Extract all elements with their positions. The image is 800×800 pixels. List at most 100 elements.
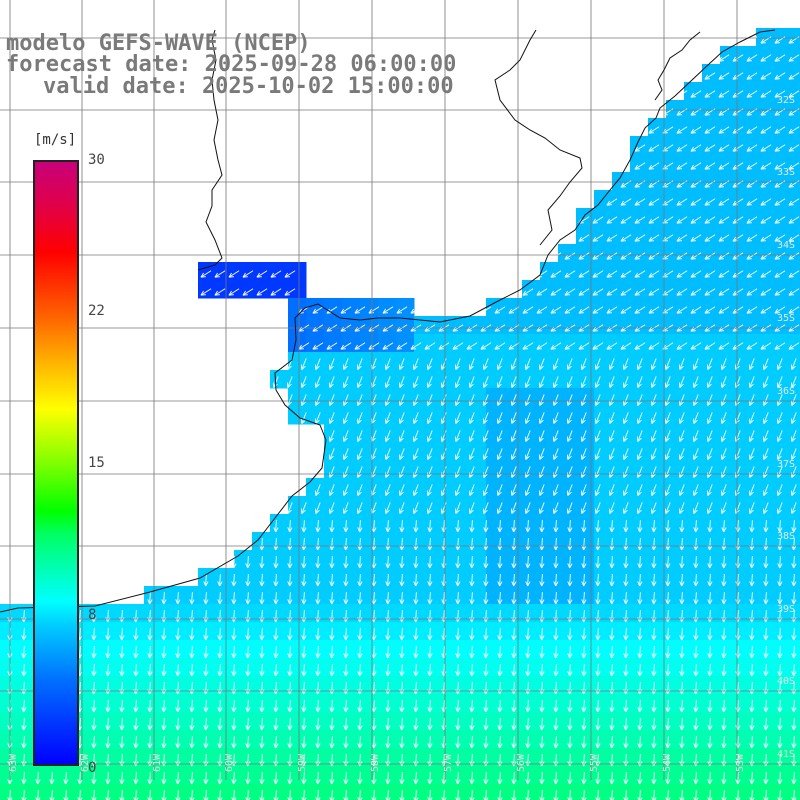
speed-cell (702, 244, 721, 263)
speed-cell (378, 784, 397, 800)
speed-cell (180, 712, 199, 731)
speed-cell (144, 730, 163, 749)
speed-cell (648, 568, 667, 587)
speed-cell (486, 352, 505, 371)
speed-cell (612, 478, 631, 497)
speed-cell (522, 496, 541, 515)
speed-cell (756, 334, 775, 353)
wind-arrow (480, 306, 492, 314)
speed-cell (522, 388, 541, 407)
speed-cell (378, 352, 397, 371)
speed-cell (792, 712, 800, 731)
speed-cell (432, 406, 451, 425)
speed-cell (774, 298, 793, 317)
wind-arrow (704, 342, 716, 350)
wind-arrow (676, 90, 688, 98)
speed-cell (666, 280, 685, 299)
speed-cell (558, 550, 577, 569)
speed-cell (648, 622, 667, 641)
speed-cell (432, 712, 451, 731)
speed-cell (720, 496, 739, 515)
speed-cell (324, 694, 343, 713)
speed-cell (486, 532, 505, 551)
speed-cell (558, 568, 577, 587)
speed-cell (342, 640, 361, 659)
speed-cell (540, 316, 559, 335)
wind-arrow (774, 270, 786, 278)
speed-cell (630, 712, 649, 731)
wind-arrow (480, 342, 492, 350)
speed-cell (576, 784, 595, 800)
speed-cell (594, 280, 613, 299)
speed-cell (558, 730, 577, 749)
speed-cell (612, 352, 631, 371)
wind-arrow (648, 216, 660, 224)
wind-arrow (676, 216, 688, 224)
speed-cell (288, 280, 307, 299)
wind-arrow (578, 252, 590, 260)
wind-arrow (760, 72, 772, 80)
speed-cell (270, 586, 289, 605)
speed-cell (720, 748, 739, 767)
speed-cell (504, 640, 523, 659)
speed-cell (720, 190, 739, 209)
speed-cell (270, 604, 289, 623)
wind-arrow (508, 306, 520, 314)
speed-cell (180, 694, 199, 713)
speed-cell (630, 442, 649, 461)
speed-cell (360, 352, 379, 371)
speed-cell (684, 496, 703, 515)
wind-arrow (620, 342, 632, 350)
speed-cell (288, 784, 307, 800)
speed-cell (792, 262, 800, 281)
speed-cell (684, 424, 703, 443)
speed-cell (558, 442, 577, 461)
speed-cell (558, 784, 577, 800)
speed-cell (594, 622, 613, 641)
wind-arrow (606, 252, 618, 260)
speed-cell (486, 316, 505, 335)
speed-cell (396, 478, 415, 497)
wind-arrow (354, 306, 366, 314)
speed-cell (378, 316, 397, 335)
speed-cell (756, 424, 775, 443)
speed-cell (630, 496, 649, 515)
speed-cell (324, 784, 343, 800)
speed-cell (90, 748, 109, 767)
speed-cell (702, 334, 721, 353)
speed-cell (504, 784, 523, 800)
speed-cell (594, 208, 613, 227)
speed-cell (756, 406, 775, 425)
speed-cell (486, 388, 505, 407)
speed-cell (594, 424, 613, 443)
speed-cell (630, 424, 649, 443)
lon-label: 54W (662, 753, 673, 772)
wind-arrow (760, 162, 772, 170)
speed-cell (648, 208, 667, 227)
speed-cell (774, 262, 793, 281)
speed-cell (774, 712, 793, 731)
speed-cell (342, 370, 361, 389)
speed-cell (594, 298, 613, 317)
speed-cell (774, 568, 793, 587)
speed-cell (738, 496, 757, 515)
speed-cell (378, 442, 397, 461)
speed-cell (684, 766, 703, 785)
speed-cell (234, 604, 253, 623)
speed-cell (432, 676, 451, 695)
speed-cell (666, 136, 685, 155)
lat-label: 33S (777, 167, 795, 178)
speed-cell (18, 748, 37, 767)
speed-cell (648, 640, 667, 659)
speed-cell (594, 226, 613, 245)
wind-arrow (620, 288, 632, 296)
wind-arrow (242, 270, 254, 278)
speed-cell (0, 676, 19, 695)
speed-cell (774, 208, 793, 227)
speed-cell (270, 658, 289, 677)
wind-arrow (788, 144, 800, 152)
speed-cell (540, 784, 559, 800)
speed-cell (324, 568, 343, 587)
speed-cell (756, 352, 775, 371)
speed-cell (522, 370, 541, 389)
